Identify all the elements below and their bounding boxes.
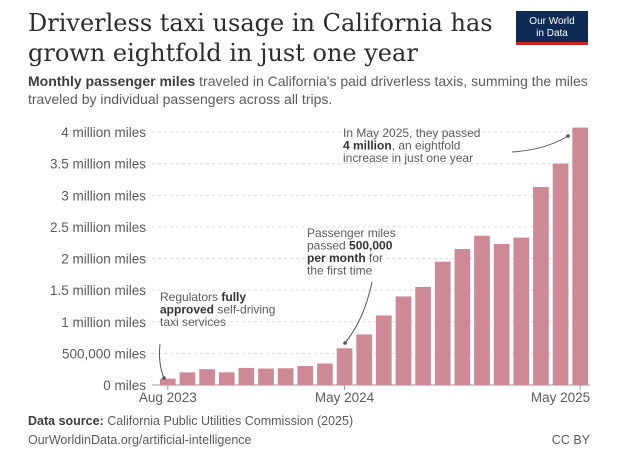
bar-feb-2024[interactable]: Feb 2024: 265,000 miles	[277, 368, 294, 385]
y-tick-label: 3 million miles	[61, 188, 146, 203]
bar-jan-2025[interactable]: Jan 2025: 2,230,000 miles	[493, 243, 510, 385]
chart-title: Driverless taxi usage in California has …	[28, 9, 493, 67]
y-tick-label: 500,000 miles	[62, 346, 146, 361]
annotation-line: Regulators fully	[160, 290, 246, 304]
owid-url-link[interactable]: OurWorldinData.org/artificial-intelligen…	[28, 433, 252, 447]
annotation-arrow	[159, 343, 165, 379]
annotation-line: increase in just one year	[343, 151, 473, 165]
annotation-line: Passenger miles	[307, 226, 396, 240]
subtitle-rest: traveled in California's paid driverless…	[28, 73, 588, 107]
bar-oct-2023[interactable]: Oct 2023: 250,000 miles	[199, 369, 215, 385]
x-tick-label: Aug 2023	[139, 390, 197, 405]
data-source-text: California Public Utilities Commission (…	[103, 414, 354, 428]
bar-jan-2024[interactable]: Jan 2024: 260,000 miles	[258, 368, 274, 385]
bar-jun-2024[interactable]: Jun 2024: 800,000 miles	[356, 334, 373, 385]
annotation-line: In May 2025, they passed	[343, 126, 480, 140]
y-tick-label: 2.5 million miles	[50, 220, 146, 235]
y-tick-label: 3.5 million miles	[50, 157, 146, 172]
annotation-arrow	[344, 281, 373, 344]
x-tick-label: May 2025	[531, 390, 590, 405]
bar-may-2024[interactable]: May 2024: 580,000 miles	[336, 348, 353, 385]
annotation-arrow	[511, 135, 569, 153]
annotation-line: approved self-driving	[160, 303, 275, 317]
y-tick-label: 2 million miles	[61, 252, 146, 267]
subtitle-bold: Monthly passenger miles	[28, 73, 196, 89]
annotation-line: taxi services	[160, 315, 226, 329]
data-source: Data source: California Public Utilities…	[28, 414, 353, 428]
x-tick-label: May 2024	[315, 390, 375, 405]
bar-dec-2024[interactable]: Dec 2024: 2,360,000 miles	[474, 235, 490, 385]
logo-line-1: Our World	[529, 16, 575, 27]
bar-sep-2024[interactable]: Sep 2024: 1,550,000 miles	[415, 286, 431, 385]
annotation-arrowhead	[162, 376, 166, 380]
bar-aug-2023[interactable]: Aug 2023: 100,000 miles	[159, 378, 176, 385]
annotation-arrowhead	[343, 341, 347, 345]
annotation-line: per month for	[307, 251, 383, 265]
annotation-line: 4 million, an eightfold	[343, 139, 460, 153]
chart-subtitle: Monthly passenger miles traveled in Cali…	[28, 72, 588, 108]
data-source-label: Data source:	[28, 414, 104, 428]
license-link[interactable]: CC BY	[551, 433, 590, 447]
owid-logo[interactable]: Our World in Data	[516, 11, 588, 45]
bar-mar-2024[interactable]: Mar 2024: 300,000 miles	[297, 366, 314, 385]
y-tick-label: 0 miles	[103, 378, 146, 393]
annotation-line: passed 500,000	[307, 239, 393, 253]
bar-sep-2023[interactable]: Sep 2023: 200,000 miles	[179, 372, 196, 385]
bar-jul-2024[interactable]: Jul 2024: 1,100,000 miles	[375, 315, 392, 385]
bar-apr-2024[interactable]: Apr 2024: 340,000 miles	[317, 363, 333, 385]
bar-nov-2023[interactable]: Nov 2023: 200,000 miles	[218, 372, 235, 385]
annotation-line: the first time	[307, 264, 373, 278]
bar-mar-2025[interactable]: Mar 2025: 3,130,000 miles	[533, 187, 549, 385]
annotation-arrowhead	[566, 134, 570, 138]
y-tick-label: 1.5 million miles	[50, 283, 146, 298]
bar-may-2025[interactable]: May 2025: 4,070,000 miles	[572, 127, 589, 385]
y-tick-label: 4 million miles	[61, 125, 146, 140]
bar-oct-2024[interactable]: Oct 2024: 1,950,000 miles	[434, 261, 451, 385]
bar-apr-2025[interactable]: Apr 2025: 3,500,000 miles	[552, 163, 569, 385]
logo-line-2: in Data	[536, 28, 568, 39]
bar-aug-2024[interactable]: Aug 2024: 1,400,000 miles	[395, 296, 412, 385]
y-tick-label: 1 million miles	[61, 315, 146, 330]
bar-feb-2025[interactable]: Feb 2025: 2,330,000 miles	[513, 237, 530, 385]
bar-nov-2024[interactable]: Nov 2024: 2,150,000 miles	[454, 249, 471, 385]
bar-dec-2023[interactable]: Dec 2023: 270,000 miles	[238, 367, 255, 385]
